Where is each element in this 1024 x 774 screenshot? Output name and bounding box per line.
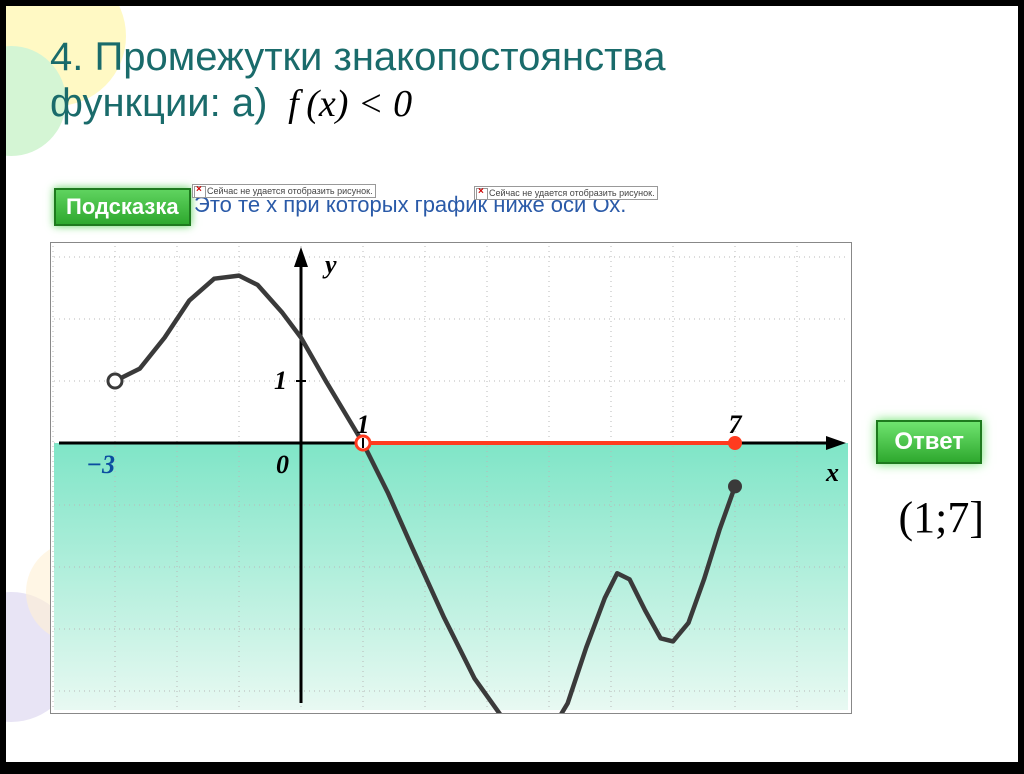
title-text: 4. Промежутки знакопостоянства — [50, 35, 666, 79]
title-formula: f (x) < 0 — [279, 83, 413, 125]
svg-text:y: y — [322, 250, 337, 279]
broken-image-placeholder: Сейчас не удается отобразить рисунок. — [192, 184, 376, 198]
svg-text:1: 1 — [274, 366, 287, 395]
answer-value: (1;7] — [898, 492, 984, 543]
svg-text:1: 1 — [357, 410, 370, 439]
svg-text:x: x — [825, 458, 839, 487]
slide-title: 4. Промежутки знакопостоянства функции: … — [50, 34, 666, 127]
title-text2: функции: а) — [50, 81, 267, 125]
svg-text:−3: −3 — [86, 450, 115, 479]
hint-button[interactable]: Подсказка — [54, 188, 191, 226]
svg-text:0: 0 — [276, 450, 289, 479]
answer-button[interactable]: Ответ — [876, 420, 982, 464]
broken-image-placeholder: Сейчас не удается отобразить рисунок. — [474, 186, 658, 200]
svg-text:7: 7 — [729, 410, 743, 439]
function-plot: yx−30171y=f(x) — [50, 242, 852, 714]
